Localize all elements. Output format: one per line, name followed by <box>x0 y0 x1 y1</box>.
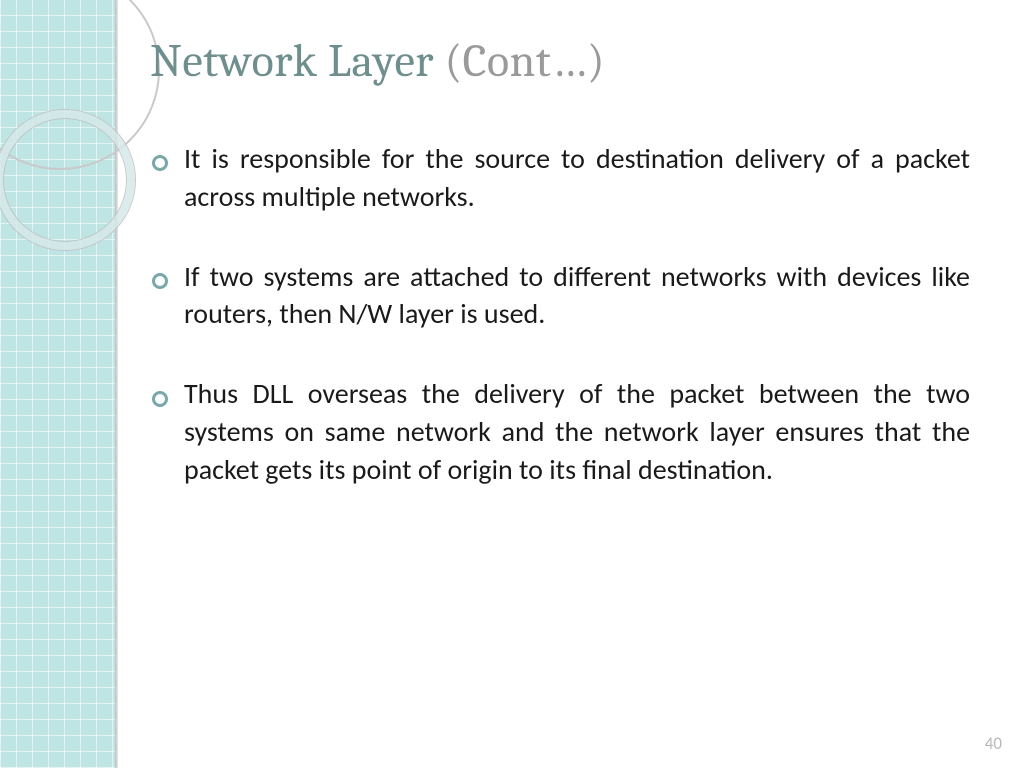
bullet-text: It is responsible for the source to dest… <box>184 141 970 214</box>
slide: Network Layer (Cont…) It is responsible … <box>0 0 1024 768</box>
bullet-text: If two systems are attached to different… <box>184 259 970 332</box>
ring-decoration-small-icon <box>0 110 135 250</box>
slide-title: Network Layer (Cont…) <box>150 35 605 88</box>
list-item: Thus DLL overseas the delivery of the pa… <box>150 375 970 488</box>
slide-title-suffix: (Cont…) <box>445 35 606 88</box>
list-item: It is responsible for the source to dest… <box>150 140 970 216</box>
list-item: If two systems are attached to different… <box>150 258 970 334</box>
slide-title-main: Network Layer <box>150 35 434 88</box>
slide-body: It is responsible for the source to dest… <box>150 140 970 531</box>
page-number: 40 <box>985 733 1002 754</box>
bullet-list: It is responsible for the source to dest… <box>150 140 970 489</box>
bullet-text: Thus DLL overseas the delivery of the pa… <box>184 376 970 487</box>
